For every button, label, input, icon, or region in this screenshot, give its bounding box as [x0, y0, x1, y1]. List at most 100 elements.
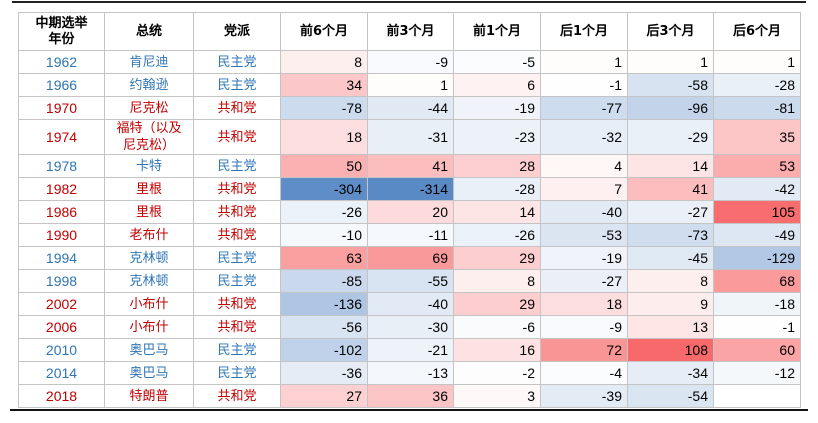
value-cell: 7	[540, 177, 628, 201]
table-body: 1962 肯尼迪 民主党 8 -9 -5 1 1 1 1966 约翰逊 民主党 34 1 6 -1 -58 -28…	[18, 50, 801, 408]
value-cell: -73	[627, 223, 714, 247]
value-cell: -4	[540, 361, 628, 385]
value-cell: -29	[627, 119, 714, 155]
value-cell: 1	[627, 50, 714, 74]
table-row: 1974 福特（以及尼克松） 共和党 18 -31 -23 -32 -29 35	[18, 119, 801, 155]
value-cell: -85	[280, 269, 368, 293]
president-cell: 福特（以及尼克松）	[104, 119, 194, 155]
table-row: 1962 肯尼迪 民主党 8 -9 -5 1 1 1	[18, 50, 801, 74]
column-header-year: 中期选举年份	[18, 12, 105, 51]
column-header-before-3m: 前3个月	[367, 12, 454, 51]
value-cell: 1	[713, 50, 801, 74]
president-cell: 里根	[104, 200, 194, 224]
president-cell: 老布什	[104, 223, 194, 247]
value-cell: -81	[713, 96, 801, 120]
table-row: 1970 尼克松 共和党 -78 -44 -19 -77 -96 -81	[18, 96, 801, 120]
value-cell: 105	[713, 200, 801, 224]
value-cell: 29	[453, 292, 541, 316]
value-cell: -31	[367, 119, 454, 155]
value-cell: -102	[280, 338, 368, 362]
column-header-president: 总统	[104, 12, 194, 51]
party-cell: 民主党	[193, 73, 281, 97]
value-cell: 13	[627, 315, 714, 339]
value-cell: 108	[627, 338, 714, 362]
value-cell: -32	[540, 119, 628, 155]
president-cell: 卡特	[104, 154, 194, 178]
value-cell: 34	[280, 73, 368, 97]
table-row: 2002 小布什 共和党 -136 -40 29 18 9 -18	[18, 292, 801, 316]
value-cell: 68	[713, 269, 801, 293]
value-cell: -54	[627, 384, 714, 408]
table-row: 1978 卡特 民主党 50 41 28 4 14 53	[18, 154, 801, 178]
value-cell: -53	[540, 223, 628, 247]
value-cell: -40	[367, 292, 454, 316]
value-cell: 36	[367, 384, 454, 408]
column-header-after-1m: 后1个月	[540, 12, 628, 51]
year-cell: 2006	[18, 315, 105, 339]
value-cell: -9	[540, 315, 628, 339]
value-cell: -30	[367, 315, 454, 339]
table-row: 1998 克林顿 民主党 -85 -55 8 -27 8 68	[18, 269, 801, 293]
value-cell: 18	[280, 119, 368, 155]
value-cell: -40	[540, 200, 628, 224]
value-cell: 50	[280, 154, 368, 178]
value-cell: -56	[280, 315, 368, 339]
value-cell: -77	[540, 96, 628, 120]
party-cell: 共和党	[193, 292, 281, 316]
value-cell: 1	[367, 73, 454, 97]
value-cell: -19	[453, 96, 541, 120]
table-row: 1994 克林顿 民主党 63 69 29 -19 -45 -129	[18, 246, 801, 270]
president-cell: 克林顿	[104, 246, 194, 270]
president-cell: 奥巴马	[104, 338, 194, 362]
value-cell: 4	[540, 154, 628, 178]
value-cell: 41	[627, 177, 714, 201]
value-cell: -28	[713, 73, 801, 97]
value-cell: 9	[627, 292, 714, 316]
value-cell: -18	[713, 292, 801, 316]
president-cell: 里根	[104, 177, 194, 201]
table-row: 2010 奥巴马 民主党 -102 -21 16 72 108 60	[18, 338, 801, 362]
header-row: 中期选举年份 总统 党派 前6个月 前3个月 前1个月 后1个月 后3个月 后6…	[18, 12, 801, 51]
value-cell	[713, 384, 801, 408]
year-cell: 1962	[18, 50, 105, 74]
column-header-year-label: 中期选举年份	[35, 15, 88, 47]
value-cell: -129	[713, 246, 801, 270]
year-cell: 1982	[18, 177, 105, 201]
column-header-before-1m: 前1个月	[453, 12, 541, 51]
year-cell: 2014	[18, 361, 105, 385]
table-row: 1990 老布什 共和党 -10 -11 -26 -53 -73 -49	[18, 223, 801, 247]
value-cell: -58	[627, 73, 714, 97]
value-cell: -34	[627, 361, 714, 385]
value-cell: 29	[453, 246, 541, 270]
value-cell: -44	[367, 96, 454, 120]
year-cell: 1986	[18, 200, 105, 224]
value-cell: -136	[280, 292, 368, 316]
value-cell: -11	[367, 223, 454, 247]
president-cell: 约翰逊	[104, 73, 194, 97]
party-cell: 民主党	[193, 154, 281, 178]
party-cell: 共和党	[193, 223, 281, 247]
value-cell: 14	[453, 200, 541, 224]
column-header-after-3m: 后3个月	[627, 12, 714, 51]
bottom-rule	[10, 409, 808, 411]
column-header-before-6m: 前6个月	[280, 12, 368, 51]
value-cell: -42	[713, 177, 801, 201]
table-row: 1982 里根 共和党 -304 -314 -28 7 41 -42	[18, 177, 801, 201]
year-cell: 1978	[18, 154, 105, 178]
year-cell: 2010	[18, 338, 105, 362]
year-cell: 1990	[18, 223, 105, 247]
value-cell: 3	[453, 384, 541, 408]
value-cell: -55	[367, 269, 454, 293]
party-cell: 民主党	[193, 361, 281, 385]
column-header-party: 党派	[193, 12, 281, 51]
party-cell: 共和党	[193, 315, 281, 339]
value-cell: -304	[280, 177, 368, 201]
value-cell: 1	[540, 50, 628, 74]
party-cell: 共和党	[193, 177, 281, 201]
value-cell: 63	[280, 246, 368, 270]
president-cell: 小布什	[104, 315, 194, 339]
value-cell: -49	[713, 223, 801, 247]
party-cell: 共和党	[193, 96, 281, 120]
data-table: 中期选举年份 总统 党派 前6个月 前3个月 前1个月 后1个月 后3个月 后6…	[18, 12, 801, 408]
year-cell: 1970	[18, 96, 105, 120]
